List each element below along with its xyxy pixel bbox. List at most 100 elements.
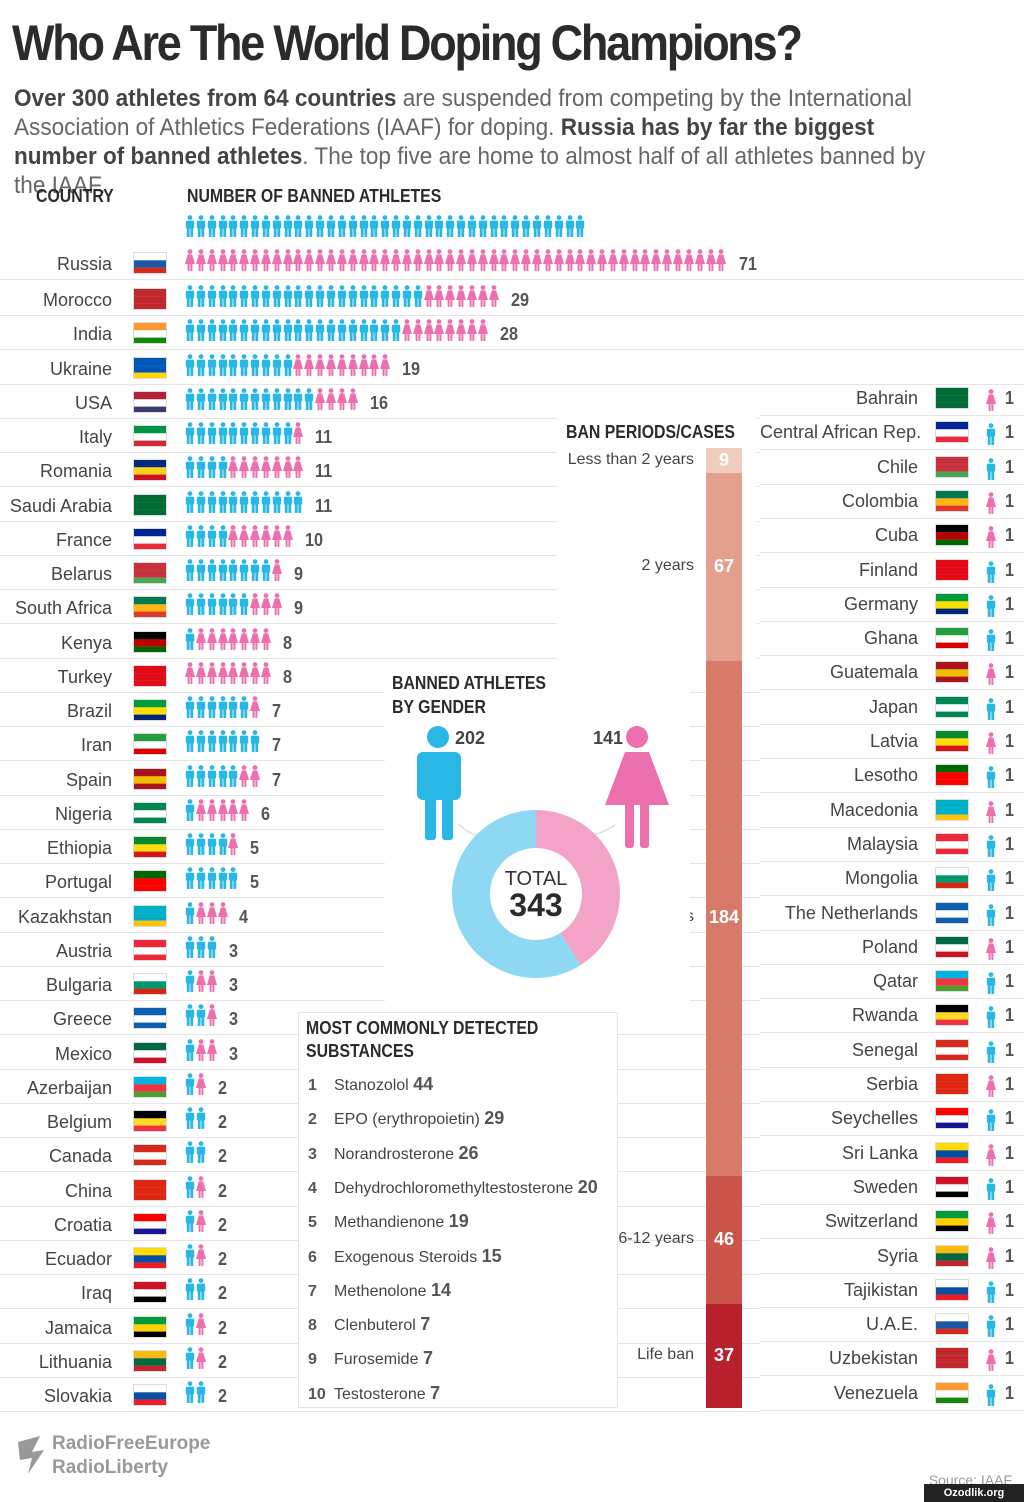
country-name: Syria [876, 1245, 918, 1266]
male-athlete-icon [207, 867, 218, 894]
male-athlete-icon [185, 593, 196, 620]
country-count: 2 [217, 1077, 227, 1098]
athlete-icons [185, 833, 239, 860]
country-name: Ghana [863, 628, 918, 649]
country-name: Bahrain [855, 388, 918, 408]
country-flag-icon [133, 288, 167, 310]
country-flag-icon [133, 493, 167, 516]
athlete-icons [185, 696, 261, 723]
male-athlete-icon [554, 215, 565, 242]
male-athlete-icon [218, 422, 229, 449]
female-athlete-icon [597, 249, 608, 276]
country-flag-icon [935, 489, 969, 512]
male-athlete-icon [196, 285, 207, 312]
female-athlete-icon [466, 319, 478, 346]
male-athlete-icon [261, 422, 272, 449]
country-flag-icon [133, 1041, 167, 1064]
country-name: Iraq [80, 1283, 112, 1304]
right-row-bahrain: Bahrain 1 [760, 382, 1024, 416]
female-athlete-icon [986, 661, 996, 686]
male-athlete-icon [986, 764, 996, 789]
country-flag-icon [935, 832, 969, 855]
athlete-icons [185, 1141, 207, 1168]
female-athlete-icon [412, 319, 424, 346]
female-athlete-icon [206, 901, 218, 929]
female-athlete-icon [986, 1073, 996, 1097]
country-count: 1 [1005, 593, 1015, 614]
male-count: 202 [455, 728, 485, 748]
substance-count: 15 [481, 1245, 502, 1266]
country-flag-icon [935, 592, 969, 615]
female-athlete-icon [185, 249, 196, 276]
male-athlete-icon [293, 490, 304, 518]
male-athlete-icon [239, 387, 250, 415]
ban-value: 37 [713, 1345, 735, 1366]
country-flag-icon [935, 1175, 969, 1198]
country-flag-icon [935, 970, 969, 993]
athlete-icons [185, 1004, 218, 1031]
male-athlete-icon [261, 319, 272, 346]
country-count: 1 [1005, 1382, 1015, 1403]
male-athlete-icon [207, 935, 218, 963]
female-athlete-icon [575, 249, 586, 276]
male-athlete-icon [239, 422, 250, 449]
substance-rank: 6 [308, 1248, 317, 1266]
country-count: 7 [271, 735, 281, 756]
female-athlete-icon [228, 249, 239, 276]
country-count: 1 [1005, 799, 1015, 820]
female-athlete-icon [423, 319, 435, 346]
country-count: 1 [1005, 490, 1015, 511]
male-athlete-icon [207, 490, 218, 518]
male-athlete-icon [228, 215, 239, 242]
male-athlete-icon [986, 867, 996, 892]
country-flag-icon [133, 836, 167, 858]
male-athlete-icon [228, 764, 239, 792]
country-count: 2 [217, 1351, 227, 1372]
substance-item: 10 Testosterone 7 [308, 1383, 440, 1404]
male-athlete-icon [250, 559, 261, 586]
country-count: 6 [261, 803, 271, 824]
country-name: Ecuador [44, 1249, 112, 1269]
country-flag-icon [935, 1038, 969, 1061]
country-count: 3 [228, 1043, 238, 1064]
female-athlete-icon [260, 249, 272, 276]
male-athlete-icon [986, 421, 996, 446]
female-athlete-icon [217, 901, 229, 929]
male-athlete-icon [532, 215, 543, 242]
female-athlete-icon [445, 319, 456, 346]
country-name: Italy [78, 427, 112, 447]
female-athlete-icon [195, 661, 207, 689]
female-athlete-icon [716, 249, 727, 276]
male-athlete-icon [380, 319, 391, 346]
ban-value: 184 [708, 907, 740, 928]
country-count: 1 [1005, 1039, 1015, 1060]
right-row-tajikistan: Tajikistan 1 [760, 1274, 1024, 1308]
country-name: Iran [80, 735, 112, 756]
country-count: 7 [271, 769, 281, 790]
country-row-spain: Spain 7 [0, 762, 760, 796]
male-athlete-icon [369, 319, 380, 346]
male-athlete-icon [185, 215, 196, 242]
country-name: Serbia [865, 1074, 918, 1094]
male-athlete-icon [478, 215, 489, 242]
substance-item: 1 Stanozolol 44 [308, 1074, 433, 1095]
country-flag-icon [935, 764, 969, 787]
female-athlete-icon [542, 249, 554, 276]
female-athlete-icon [260, 593, 272, 620]
female-athlete-icon [228, 524, 239, 552]
male-athlete-icon [261, 353, 272, 381]
female-athlete-icon [434, 319, 445, 346]
country-flag-icon [935, 867, 969, 890]
country-flag-icon [133, 1178, 167, 1201]
country-flag-icon [133, 1384, 167, 1406]
ban-title: BAN PERIODS/CASES [566, 422, 736, 442]
country-name: Nigeria [54, 803, 112, 824]
male-athlete-icon [283, 319, 294, 346]
male-athlete-icon [359, 319, 370, 346]
logo-icon [14, 1434, 50, 1474]
right-row-germany: Germany 1 [760, 588, 1024, 622]
male-athlete-icon [293, 387, 304, 415]
ban-value: 67 [713, 555, 735, 576]
female-athlete-icon [282, 249, 294, 276]
country-row-portugal: Portugal 5 [0, 864, 760, 899]
